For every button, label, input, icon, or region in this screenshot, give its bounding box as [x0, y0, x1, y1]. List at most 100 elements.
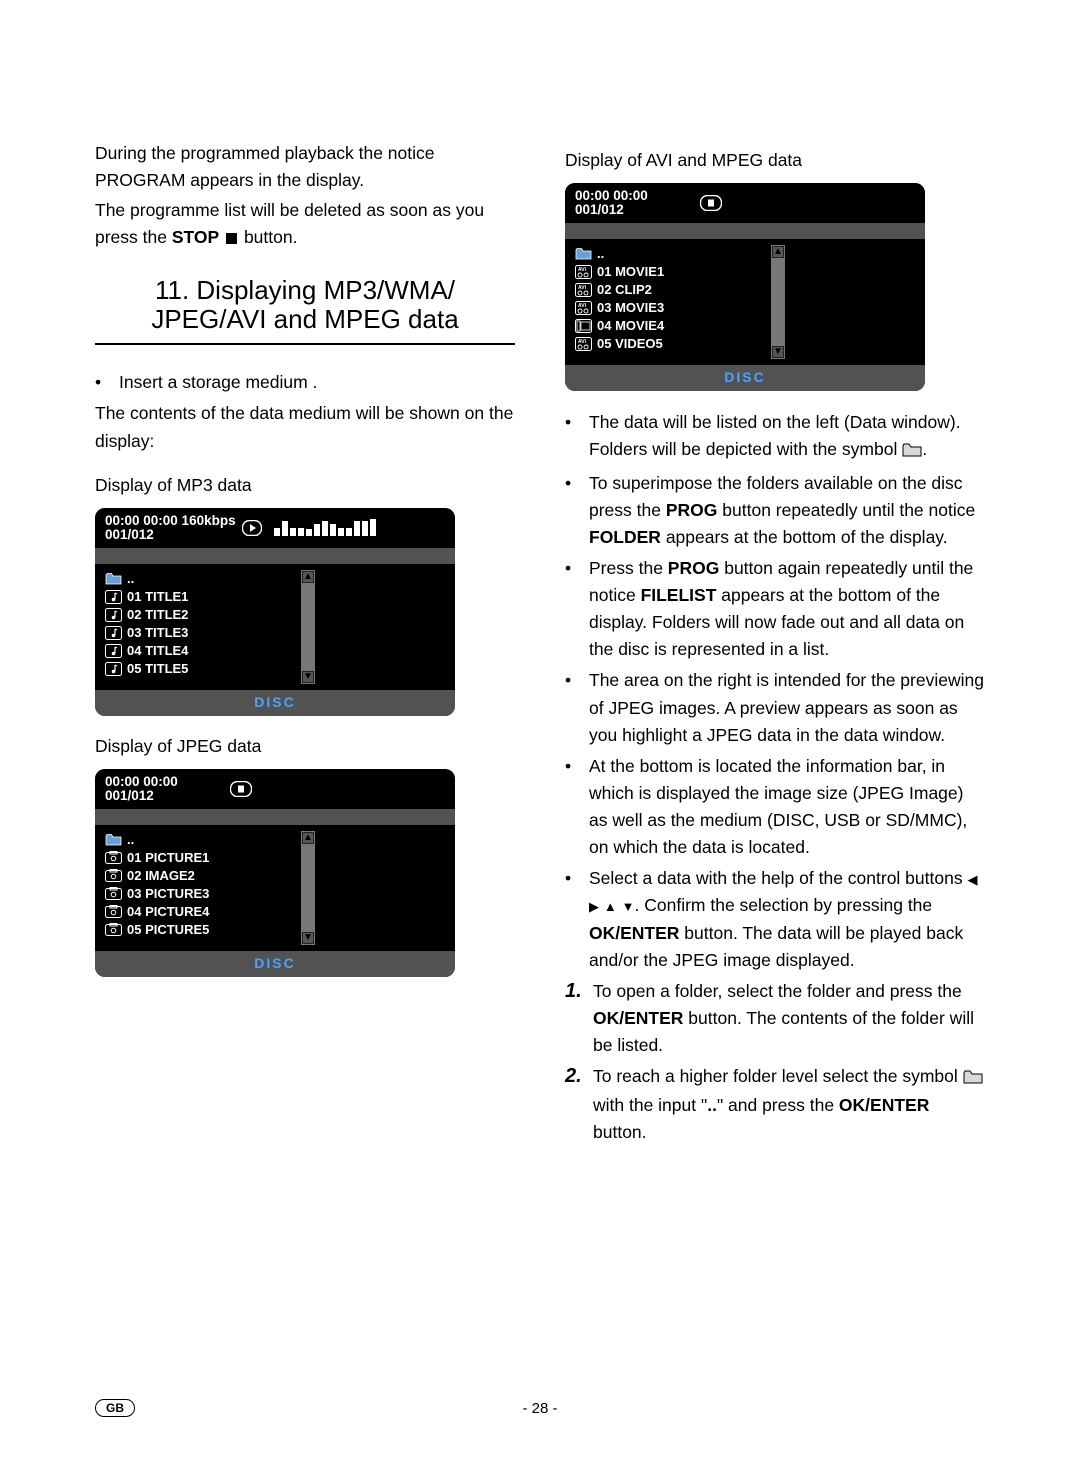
list-item[interactable]: 01 TITLE1 [105, 588, 295, 605]
list-item[interactable]: AVI 05 VIDEO5 [575, 335, 765, 352]
section-heading: 11. Displaying MP3/WMA/ JPEG/AVI and MPE… [95, 276, 515, 344]
b2-c: appears at the bottom of the display. [661, 527, 948, 547]
arrow-left-icon: ◀ [967, 872, 977, 887]
scroll-up-icon[interactable]: ▲ [772, 246, 784, 258]
list-item[interactable]: 04 PICTURE4 [105, 903, 295, 920]
svg-text:AVI: AVI [578, 303, 587, 309]
list-item-label: 03 PICTURE3 [127, 886, 209, 901]
bullet-6: • Select a data with the help of the con… [565, 865, 985, 974]
scroll-down-icon[interactable]: ▼ [302, 932, 314, 944]
osd-avi: 00:00 00:00 001/012 ..AVI01 MOVIE1AVI02 … [565, 183, 925, 391]
svg-text:AVI: AVI [578, 267, 587, 273]
b6-b: . Confirm the selection by pressing the [635, 895, 933, 915]
osd-avi-filelist: ..AVI01 MOVIE1AVI02 CLIP2AVI03 MOVIE304 … [575, 245, 765, 359]
list-item[interactable]: 02 TITLE2 [105, 606, 295, 623]
mp3-heading: Display of MP3 data [95, 475, 515, 496]
list-item-label: 01 MOVIE1 [597, 264, 664, 279]
list-item[interactable]: .. [105, 570, 295, 587]
music-icon [105, 626, 122, 640]
osd-mp3-scrollbar[interactable]: ▲ ▼ [301, 570, 315, 684]
stop-osd-icon [700, 195, 722, 211]
bullet-insert-text: Insert a storage medium . [119, 369, 515, 396]
n2-d: button. [593, 1122, 647, 1142]
osd-mp3: 00:00 00:00 160kbps 001/012 .. 01 TITLE1 0… [95, 508, 455, 716]
list-item[interactable]: 01 PICTURE1 [105, 849, 295, 866]
osd-jpeg-strip [95, 809, 455, 825]
list-item[interactable]: 04 MOVIE4 [575, 317, 765, 334]
photo-icon [105, 851, 122, 865]
list-item[interactable]: 04 TITLE4 [105, 642, 295, 659]
osd-mp3-time-line2: 001/012 [105, 528, 236, 542]
page-number: - 28 - [135, 1400, 945, 1417]
b2-folder: FOLDER [589, 527, 661, 547]
bullet-5: • At the bottom is located the informati… [565, 753, 985, 862]
page-footer: GB - 28 - [95, 1399, 985, 1417]
list-item-label: 02 TITLE2 [127, 607, 188, 622]
list-item[interactable]: 05 TITLE5 [105, 660, 295, 677]
list-item-label: 03 MOVIE3 [597, 300, 664, 315]
jpeg-heading: Display of JPEG data [95, 736, 515, 757]
music-icon [105, 590, 122, 604]
list-item-label: 01 TITLE1 [127, 589, 188, 604]
osd-avi-scrollbar[interactable]: ▲ ▼ [771, 245, 785, 359]
bullet-insert-medium: • Insert a storage medium . [95, 369, 515, 396]
osd-jpeg-time-line2: 001/012 [105, 789, 178, 803]
b3-filelist: FILELIST [641, 585, 717, 605]
osd-jpeg-preview [321, 831, 449, 945]
scroll-up-icon[interactable]: ▲ [302, 832, 314, 844]
osd-mp3-filelist: .. 01 TITLE1 02 TITLE2 03 TITLE3 04 TITLE4 05… [105, 570, 295, 684]
osd-jpeg-scrollbar[interactable]: ▲ ▼ [301, 831, 315, 945]
list-item[interactable]: AVI 01 MOVIE1 [575, 263, 765, 280]
after-insert-paragraph: The contents of the data medium will be … [95, 400, 515, 454]
list-item-label: 04 MOVIE4 [597, 318, 664, 333]
list-item[interactable]: 02 IMAGE2 [105, 867, 295, 884]
numbered-1: 1. To open a folder, select the folder a… [565, 978, 985, 1059]
osd-mp3-top: 00:00 00:00 160kbps 001/012 [95, 508, 455, 548]
music-icon [105, 662, 122, 676]
osd-jpeg-footer: DISC [95, 951, 455, 977]
list-item-label: .. [127, 571, 134, 586]
arrow-up-icon: ▲ [604, 899, 617, 914]
section-title-line2: JPEG/AVI and MPEG data [151, 304, 458, 334]
two-column-layout: During the programmed playback the notic… [95, 140, 985, 1151]
folder-icon [963, 1065, 983, 1092]
list-item[interactable]: AVI 03 MOVIE3 [575, 299, 765, 316]
list-item[interactable]: .. [575, 245, 765, 262]
osd-avi-strip [565, 223, 925, 239]
list-item[interactable]: 03 PICTURE3 [105, 885, 295, 902]
list-item[interactable]: .. [105, 831, 295, 848]
list-item-label: 02 IMAGE2 [127, 868, 195, 883]
scroll-down-icon[interactable]: ▼ [772, 346, 784, 358]
b1-b: . [922, 439, 927, 459]
list-item[interactable]: 03 TITLE3 [105, 624, 295, 641]
list-item-label: 05 TITLE5 [127, 661, 188, 676]
photo-icon [105, 923, 122, 937]
list-item-label: 05 VIDEO5 [597, 336, 663, 351]
svg-text:AVI: AVI [578, 339, 587, 345]
b6-ok: OK/ENTER [589, 923, 679, 943]
stop-osd-icon [230, 781, 252, 797]
osd-jpeg-body: ..01 PICTURE1 02 IMAGE2 03 PICTURE3 04 PICT… [95, 825, 455, 951]
bullet-dot: • [95, 369, 101, 396]
scroll-up-icon[interactable]: ▲ [302, 571, 314, 583]
svg-text:AVI: AVI [578, 285, 587, 291]
list-item[interactable]: AVI02 CLIP2 [575, 281, 765, 298]
list-item-label: 03 TITLE3 [127, 625, 188, 640]
osd-mp3-time-line1: 00:00 00:00 160kbps [105, 514, 236, 528]
n1-ok: OK/ENTER [593, 1008, 683, 1028]
folder-icon [575, 247, 592, 261]
folder-icon [105, 833, 122, 847]
osd-jpeg-time: 00:00 00:00 001/012 [105, 775, 178, 803]
music-icon [105, 608, 122, 622]
num1-label: 1. [565, 978, 587, 1059]
n2-ok: OK/ENTER [839, 1095, 929, 1115]
section-heading-wrap: 11. Displaying MP3/WMA/ JPEG/AVI and MPE… [95, 276, 515, 346]
intro-paragraph-1: During the programmed playback the notic… [95, 140, 515, 194]
b2-b: button repeatedly until the notice [717, 500, 975, 520]
photo-icon [105, 887, 122, 901]
list-item[interactable]: 05 PICTURE5 [105, 921, 295, 938]
avi-heading: Display of AVI and MPEG data [565, 150, 985, 171]
play-icon [242, 520, 262, 536]
list-item-label: 04 PICTURE4 [127, 904, 209, 919]
scroll-down-icon[interactable]: ▼ [302, 671, 314, 683]
